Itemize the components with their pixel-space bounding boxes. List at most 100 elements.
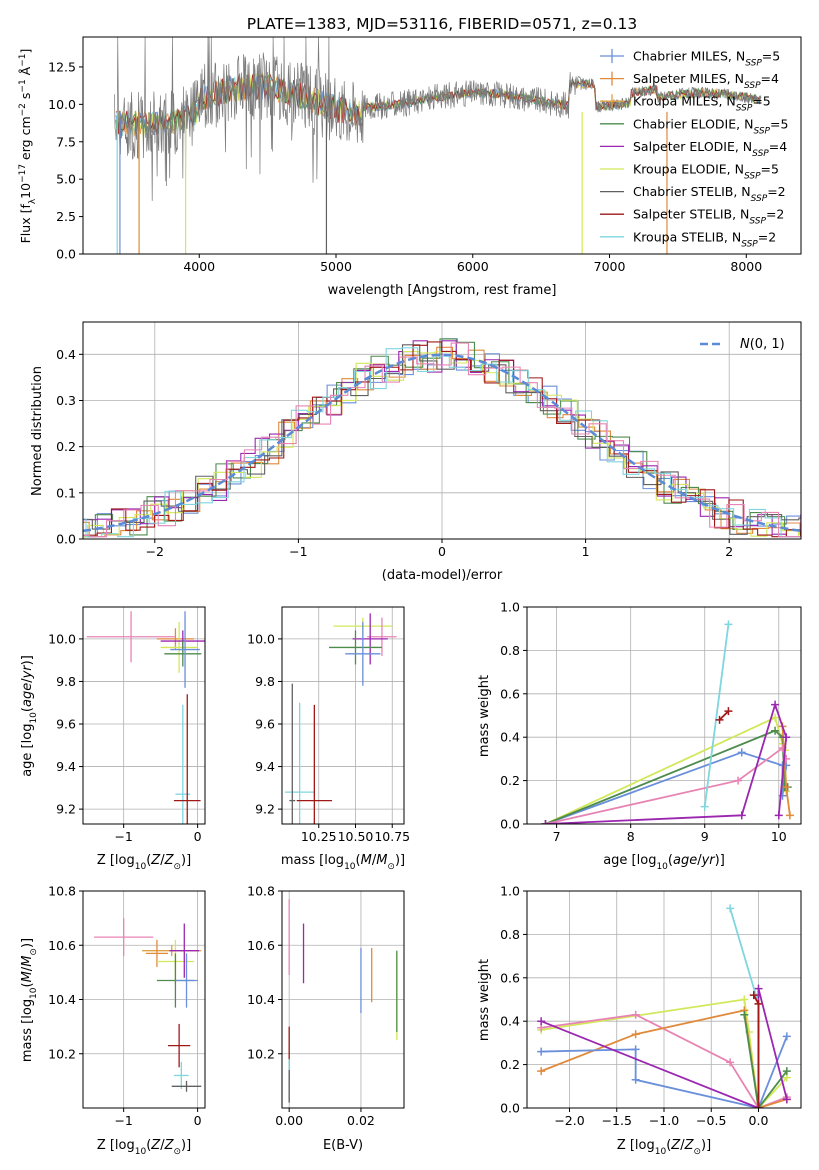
y-tick-label: 10.4 <box>48 992 76 1007</box>
y-tick-label: 0.0 <box>56 532 76 547</box>
legend-label: Salpeter ELODIE, NSSP=4 <box>633 139 787 159</box>
mass-vs-z-ylabel: mass [log10(M/M⊙)] <box>20 938 39 1062</box>
y-tick-label: 9.6 <box>255 717 275 732</box>
y-tick-label: 9.6 <box>56 717 76 732</box>
spectrum-axes: 4000 5000 6000 7000 8000 0.0 2.5 5.0 7.5 10.0 12.5… <box>48 36 802 274</box>
weight-marker <box>771 713 780 722</box>
spectrum-ylabel: Flux [fλ10−17 erg cm−2 s−1 Å−1] <box>18 49 38 244</box>
y-tick-label: 0.0 <box>500 817 520 832</box>
weight-marker <box>631 1075 640 1084</box>
x-tick-label: 0.0 <box>749 1113 769 1128</box>
weight-vs-age-axes: 7 8 9 10 0.0 0.2 0.4 0.6 0.8 1.0 <box>500 600 802 844</box>
weight-marker <box>541 820 550 824</box>
age-vs-z-xlabel: Z [log10(Z/Z⊙)] <box>97 853 191 872</box>
y-tick-label: 0.2 <box>56 439 76 454</box>
x-tick-label: 0 <box>194 829 202 844</box>
y-tick-label: 0.3 <box>56 393 76 408</box>
weight-marker <box>631 1045 640 1054</box>
y-tick-label: 0.8 <box>500 643 520 658</box>
weight-marker <box>726 1058 735 1067</box>
y-tick-label: 0.6 <box>500 970 520 985</box>
legend-label: Salpeter STELIB, NSSP=2 <box>633 207 784 227</box>
weight-marker <box>724 707 733 716</box>
legend-label: Chabrier ELODIE, NSSP=5 <box>633 116 788 136</box>
mass-vs-z-axes-plot-area <box>94 918 202 1092</box>
legend-label: N(0, 1) <box>740 337 785 352</box>
x-tick-label: 9 <box>701 829 709 844</box>
y-tick-label: 9.2 <box>255 802 275 817</box>
y-tick-label: 10.6 <box>48 938 76 953</box>
x-tick-label: −0.5 <box>696 1113 726 1128</box>
weight-marker <box>754 984 763 993</box>
x-tick-label: −2 <box>146 544 164 559</box>
weight-marker <box>782 1032 791 1041</box>
weight-marker <box>740 995 749 1004</box>
x-tick-label: 0.02 <box>347 1113 375 1128</box>
weight-vs-z-ylabel: mass weight <box>477 959 492 1041</box>
weight-vs-z-axes-grid <box>527 890 801 1109</box>
y-tick-label: 10.2 <box>48 1046 76 1061</box>
y-tick-label: 0.2 <box>500 773 520 788</box>
weight-line <box>703 624 730 807</box>
data-spectrum <box>114 37 762 203</box>
age-vs-mass-axes-plot-area <box>284 613 397 824</box>
weight-vs-z-xlabel: Z [log10(Z/Z⊙)] <box>617 1138 711 1157</box>
weight-vs-z-axes-plot-area <box>537 904 791 1108</box>
x-tick-label: 8000 <box>730 259 762 274</box>
weight-marker <box>749 991 758 1000</box>
weight-marker <box>782 1095 791 1104</box>
x-tick-label: 7 <box>553 829 561 844</box>
y-tick-label: 9.8 <box>255 674 275 689</box>
y-tick-label: 10.0 <box>48 631 76 646</box>
legend-label: Chabrier MILES, NSSP=5 <box>633 49 780 69</box>
weight-marker <box>771 700 780 709</box>
y-tick-label: 10.2 <box>247 1046 275 1061</box>
weight-marker <box>715 715 724 724</box>
weight-marker <box>782 733 791 742</box>
weight-marker <box>631 1030 640 1039</box>
x-tick-label: 0.00 <box>275 1113 303 1128</box>
x-tick-label: −1.5 <box>602 1113 632 1128</box>
x-tick-label: 1 <box>582 544 590 559</box>
weight-marker <box>782 1067 791 1076</box>
x-tick-label: −2.0 <box>554 1113 584 1128</box>
y-tick-label: 0.4 <box>500 730 520 745</box>
weight-marker <box>724 620 733 629</box>
legend-label: Kroupa STELIB, NSSP=2 <box>633 229 776 249</box>
weight-marker <box>771 726 780 735</box>
y-tick-label: 0.4 <box>56 347 76 362</box>
weight-line <box>729 908 760 1005</box>
weight-line <box>545 729 788 824</box>
histogram-series <box>83 344 801 535</box>
x-tick-label: 0 <box>438 544 446 559</box>
spectrum-axes-frame <box>82 36 802 255</box>
x-tick-label: −1 <box>114 1113 132 1128</box>
y-tick-label: 12.5 <box>48 59 76 74</box>
y-tick-label: 9.4 <box>255 759 275 774</box>
y-tick-label: 10.0 <box>48 97 76 112</box>
age-vs-mass-axes-frame <box>281 606 405 825</box>
y-tick-label: 9.8 <box>56 674 76 689</box>
mass-vs-ebv-axes-plot-area <box>288 899 398 1103</box>
spectrum-xlabel: wavelength [Angstrom, rest frame] <box>328 283 557 298</box>
age-vs-z-ylabel: age [log10(age/yr)] <box>20 655 39 777</box>
x-tick-label: 6000 <box>457 259 489 274</box>
mass-vs-ebv-xlabel: E(B-V) <box>323 1138 363 1153</box>
x-tick-label: −1.0 <box>649 1113 679 1128</box>
y-tick-label: 0.2 <box>500 1057 520 1072</box>
normal-curve <box>83 353 801 533</box>
age-vs-mass-xlabel: mass [log10(M/M⊙)] <box>281 853 405 872</box>
y-tick-label: 2.5 <box>56 209 76 224</box>
x-tick-label: 10.75 <box>374 829 410 844</box>
weight-marker <box>737 811 746 820</box>
y-tick-label: 10.6 <box>247 938 275 953</box>
weight-line <box>718 710 730 721</box>
weight-marker <box>740 1010 749 1019</box>
weight-marker <box>785 811 794 820</box>
weight-vs-z-axes: −2.0 −1.5 −1.0 −0.5 0.0 0.0 0.2 0.4 0.6 0.8 1.0 <box>500 884 802 1128</box>
age-vs-z-axes-frame <box>82 606 206 825</box>
x-tick-label: −1 <box>114 829 132 844</box>
y-tick-label: 10.4 <box>247 992 275 1007</box>
mass-vs-z-axes: −1 0 10.2 10.4 10.6 10.8 <box>48 884 206 1128</box>
